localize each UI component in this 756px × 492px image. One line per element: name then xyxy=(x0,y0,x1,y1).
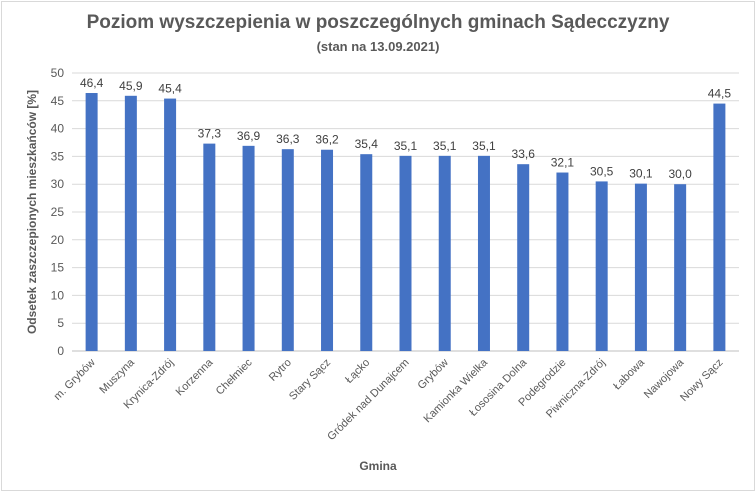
y-tick-label: 10 xyxy=(51,288,65,302)
x-tick-label: Chełmiec xyxy=(214,356,255,397)
y-tick-label: 45 xyxy=(51,94,65,108)
bar xyxy=(242,145,255,351)
bar xyxy=(517,164,530,351)
data-label: 45,4 xyxy=(158,82,182,96)
bar xyxy=(438,155,451,351)
x-tick-label: m. Grybów xyxy=(52,357,98,403)
x-tick-label: Muszyna xyxy=(97,356,137,396)
chart-title: Poziom wyszczepienia w poszczególnych gm… xyxy=(86,12,670,33)
bar xyxy=(124,95,137,352)
x-tick-label: Łabowa xyxy=(611,356,647,392)
bar xyxy=(556,172,569,351)
data-label: 35,1 xyxy=(394,139,418,153)
bar xyxy=(634,183,647,351)
data-label: 36,3 xyxy=(276,132,300,146)
data-label: 36,2 xyxy=(315,133,339,147)
data-label: 35,1 xyxy=(472,139,496,153)
data-label: 44,5 xyxy=(708,87,732,101)
data-label: 30,0 xyxy=(668,167,692,181)
bar xyxy=(281,149,294,351)
x-tick-label: Gródek nad Dunajcem xyxy=(325,357,411,443)
data-label: 36,9 xyxy=(237,129,261,143)
data-label: 32,1 xyxy=(551,156,575,170)
y-tick-label: 15 xyxy=(51,261,65,275)
data-label: 35,4 xyxy=(355,137,379,151)
x-tick-label: Łącko xyxy=(343,357,372,386)
bar xyxy=(321,149,334,351)
x-axis-title: Gmina xyxy=(359,459,397,473)
chart-subtitle: (stan na 13.09.2021) xyxy=(316,39,440,54)
data-label: 33,6 xyxy=(512,147,536,161)
y-tick-label: 0 xyxy=(57,344,64,358)
y-tick-label: 5 xyxy=(57,316,64,330)
bar xyxy=(360,154,373,351)
bar xyxy=(674,184,687,351)
y-tick-label: 20 xyxy=(51,233,65,247)
data-label: 30,5 xyxy=(590,164,614,178)
data-label: 46,4 xyxy=(80,76,104,90)
data-label: 37,3 xyxy=(198,127,222,141)
x-tick-label: Nowy Sącz xyxy=(678,357,725,404)
x-tick-label: Stary Sącz xyxy=(287,357,333,403)
bar xyxy=(203,143,216,351)
y-tick-label: 30 xyxy=(51,177,65,191)
y-tick-label: 25 xyxy=(51,205,65,219)
y-tick-label: 40 xyxy=(51,122,65,136)
x-tick-label: Grybów xyxy=(416,357,451,392)
y-tick-label: 50 xyxy=(51,66,65,80)
bar xyxy=(477,155,490,351)
data-label: 30,1 xyxy=(629,167,653,181)
x-tick-label: Korzenna xyxy=(174,356,216,398)
bar xyxy=(595,181,608,351)
bar xyxy=(164,98,177,352)
y-tick-label: 35 xyxy=(51,149,65,163)
bar xyxy=(713,103,726,351)
bar xyxy=(399,155,412,351)
data-label: 45,9 xyxy=(119,79,143,93)
x-tick-label: Rytro xyxy=(267,357,294,384)
data-label: 35,1 xyxy=(433,139,457,153)
bar xyxy=(85,93,98,352)
